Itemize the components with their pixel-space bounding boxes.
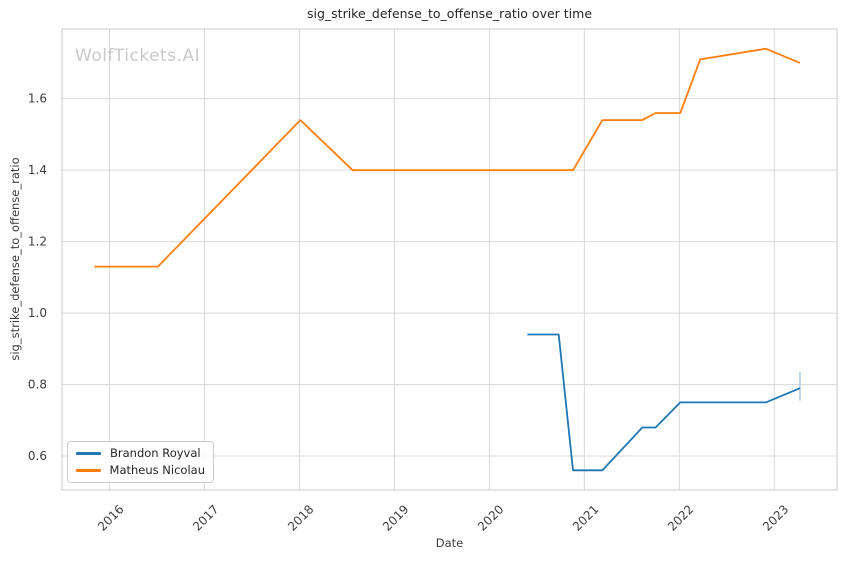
- gridlines: [62, 29, 837, 490]
- plot-border: [61, 28, 838, 491]
- y-axis-label: sig_strike_defense_to_offense_ratio: [8, 157, 22, 361]
- y-tick-label: 0.6: [28, 449, 47, 463]
- legend-line-swatch-orange: [76, 469, 101, 472]
- y-tick-label: 1.6: [28, 92, 47, 106]
- legend: Brandon Royval Matheus Nicolau: [67, 441, 214, 483]
- legend-label-brandon-royval: Brandon Royval: [110, 445, 201, 460]
- y-tick-label: 1.2: [28, 235, 47, 249]
- x-tick-labels: 2016 2017 2018 2019 2020 2021 2022 2023: [95, 502, 791, 533]
- x-tick-label: 2016: [95, 502, 126, 533]
- y-tick-label: 0.8: [28, 378, 47, 392]
- series-line-brandon-royval: [527, 333, 801, 472]
- y-tick-label: 1.0: [28, 306, 47, 320]
- series-line-matheus-nicolau: [94, 47, 801, 268]
- x-tick-label: 2023: [760, 502, 791, 533]
- data-series: [94, 47, 801, 472]
- y-tick-labels: 0.6 0.8 1.0 1.2 1.4 1.6: [28, 92, 47, 463]
- legend-item-matheus-nicolau: Matheus Nicolau: [76, 464, 205, 477]
- x-tick-label: 2017: [190, 502, 221, 533]
- y-tick-label: 1.4: [28, 163, 47, 177]
- x-tick-label: 2021: [570, 502, 601, 533]
- legend-line-swatch-blue: [76, 452, 101, 455]
- legend-label-matheus-nicolau: Matheus Nicolau: [109, 462, 205, 477]
- legend-item-brandon-royval: Brandon Royval: [76, 447, 205, 460]
- x-tick-label: 2022: [665, 502, 696, 533]
- x-tick-label: 2019: [380, 502, 411, 533]
- x-tick-label: 2020: [475, 502, 506, 533]
- watermark: WolfTickets.AI: [75, 46, 201, 66]
- x-tick-label: 2018: [285, 502, 316, 533]
- chart-title: sig_strike_defense_to_offense_ratio over…: [306, 6, 593, 21]
- x-axis-label: Date: [435, 536, 464, 550]
